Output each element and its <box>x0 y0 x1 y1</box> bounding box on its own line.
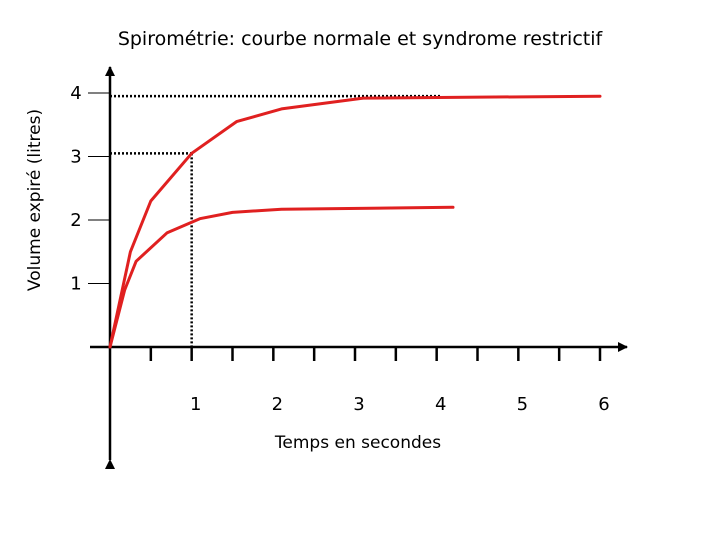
y-tick-label: 1 <box>70 274 81 295</box>
x-tick-label: 1 <box>190 394 201 415</box>
x-tick-label: 3 <box>353 394 364 415</box>
x-tick-label: 6 <box>598 394 609 415</box>
x-tick-label: 4 <box>435 394 446 415</box>
series-line-normal-curve <box>108 94 602 349</box>
x-tick-label: 5 <box>517 394 528 415</box>
y-ticks: 1 2 3 4 <box>70 83 110 295</box>
y-tick-label: 2 <box>70 210 81 231</box>
x-tick-label: 2 <box>272 394 283 415</box>
x-ticks: 1 2 3 4 5 6 <box>149 347 610 415</box>
chart-title: Spirométrie: courbe normale et syndrome … <box>118 28 604 50</box>
y-tick-label: 3 <box>70 147 81 168</box>
y-tick-label: 4 <box>70 83 81 104</box>
y-axis-title: Volume expiré (litres) <box>25 109 45 291</box>
series-line-restrictive-curve <box>108 205 455 349</box>
series-lines <box>108 94 602 349</box>
x-axis-title: Temps en secondes <box>274 433 441 453</box>
reference-lines <box>110 94 441 347</box>
